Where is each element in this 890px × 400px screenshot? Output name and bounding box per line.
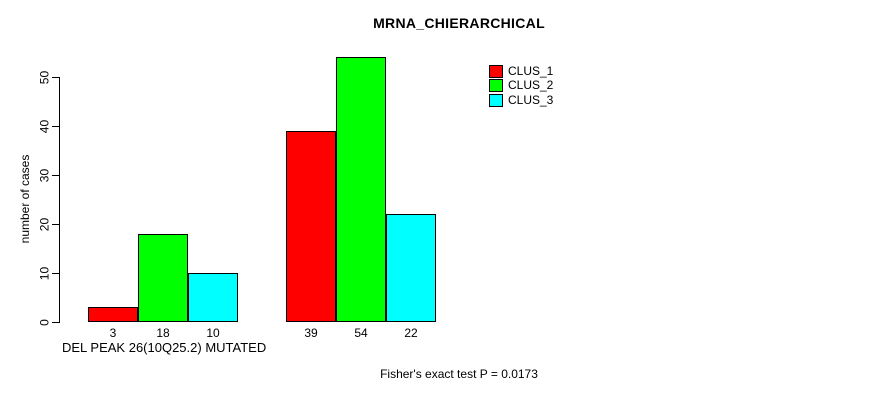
bar-clus_2-group-1 bbox=[138, 234, 188, 322]
bar-clus_3-group-1 bbox=[188, 273, 238, 322]
bar-value-label: 39 bbox=[304, 326, 318, 340]
legend: CLUS_1 CLUS_2 CLUS_3 bbox=[489, 64, 553, 108]
legend-label: CLUS_3 bbox=[508, 92, 554, 107]
bar-clus_1-group-2 bbox=[286, 131, 336, 322]
chart-title: MRNA_CHIERARCHICAL bbox=[373, 15, 545, 31]
y-tick-mark bbox=[52, 175, 59, 176]
bar-clus_3-group-2 bbox=[386, 214, 436, 322]
bar-clus_2-group-2 bbox=[336, 57, 386, 322]
bar-value-label: 18 bbox=[156, 326, 170, 340]
y-tick-mark bbox=[52, 322, 59, 323]
bar-value-label: 3 bbox=[109, 326, 117, 340]
y-axis-line bbox=[59, 77, 60, 323]
bar-value-label: 22 bbox=[404, 326, 418, 340]
legend-swatch bbox=[489, 79, 503, 93]
y-tick-label: 40 bbox=[37, 119, 52, 133]
y-axis-title: number of cases bbox=[18, 154, 32, 244]
legend-swatch bbox=[489, 64, 503, 78]
y-tick-label: 20 bbox=[37, 217, 52, 231]
bar-clus_1-group-1 bbox=[88, 307, 138, 322]
bar-value-label: 54 bbox=[354, 326, 368, 340]
legend-swatch bbox=[489, 93, 503, 107]
y-tick-label: 0 bbox=[37, 318, 52, 326]
y-tick-mark bbox=[52, 126, 59, 127]
y-tick-mark bbox=[52, 224, 59, 225]
y-tick-mark bbox=[52, 77, 59, 78]
y-tick-mark bbox=[52, 273, 59, 274]
legend-label: CLUS_1 bbox=[508, 63, 554, 78]
fisher-test-annotation: Fisher's exact test P = 0.0173 bbox=[380, 367, 538, 381]
y-tick-label: 10 bbox=[37, 266, 52, 280]
legend-item-clus-1: CLUS_1 bbox=[489, 64, 553, 79]
y-tick-label: 30 bbox=[37, 168, 52, 182]
legend-item-clus-2: CLUS_2 bbox=[489, 79, 553, 94]
legend-item-clus-3: CLUS_3 bbox=[489, 93, 553, 108]
bar-value-label: 10 bbox=[206, 326, 220, 340]
y-tick-label: 50 bbox=[37, 70, 52, 84]
legend-label: CLUS_2 bbox=[508, 78, 554, 93]
x-axis-title: DEL PEAK 26(10Q25.2) MUTATED bbox=[62, 340, 267, 355]
